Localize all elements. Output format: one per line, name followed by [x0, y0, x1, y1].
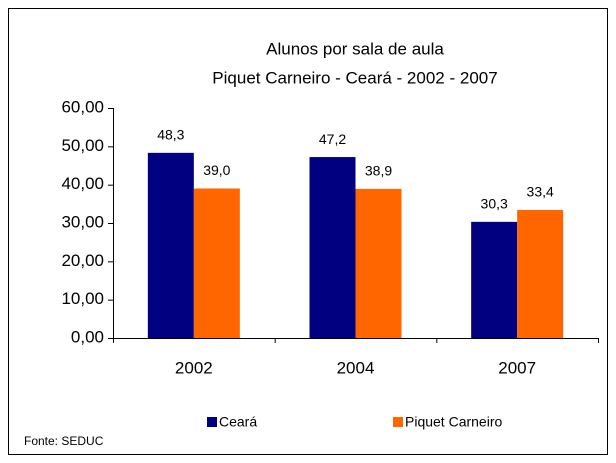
bar	[517, 209, 564, 338]
value-label: 47,2	[319, 131, 346, 147]
legend-label: Ceará	[219, 414, 257, 430]
bar	[147, 152, 194, 338]
x-tick-label: 2007	[498, 358, 536, 377]
y-tick-label: 60,00	[61, 97, 104, 116]
source-note: Fonte: SEDUC	[24, 434, 104, 448]
y-tick-label: 20,00	[61, 251, 104, 270]
value-label: 33,4	[527, 184, 554, 200]
bar	[309, 157, 356, 338]
x-tick-label: 2004	[337, 358, 375, 377]
value-label: 30,3	[481, 196, 508, 212]
bar	[355, 188, 402, 338]
legend-swatch	[393, 417, 403, 427]
chart-title: Alunos por sala de aula	[266, 39, 444, 58]
chart-subtitle: Piquet Carneiro - Ceará - 2002 - 2007	[212, 68, 497, 87]
value-label: 48,3	[157, 127, 184, 143]
legend-swatch	[207, 417, 217, 427]
x-tick-label: 2002	[175, 358, 213, 377]
y-tick-label: 0,00	[71, 327, 104, 346]
y-tick-label: 50,00	[61, 136, 104, 155]
value-label: 39,0	[203, 162, 230, 178]
value-label: 38,9	[365, 163, 392, 179]
legend-label: Piquet Carneiro	[405, 414, 502, 430]
bar	[471, 221, 518, 338]
y-tick-label: 10,00	[61, 289, 104, 308]
y-tick-label: 30,00	[61, 212, 104, 231]
bar	[193, 188, 240, 338]
y-tick-label: 40,00	[61, 174, 104, 193]
